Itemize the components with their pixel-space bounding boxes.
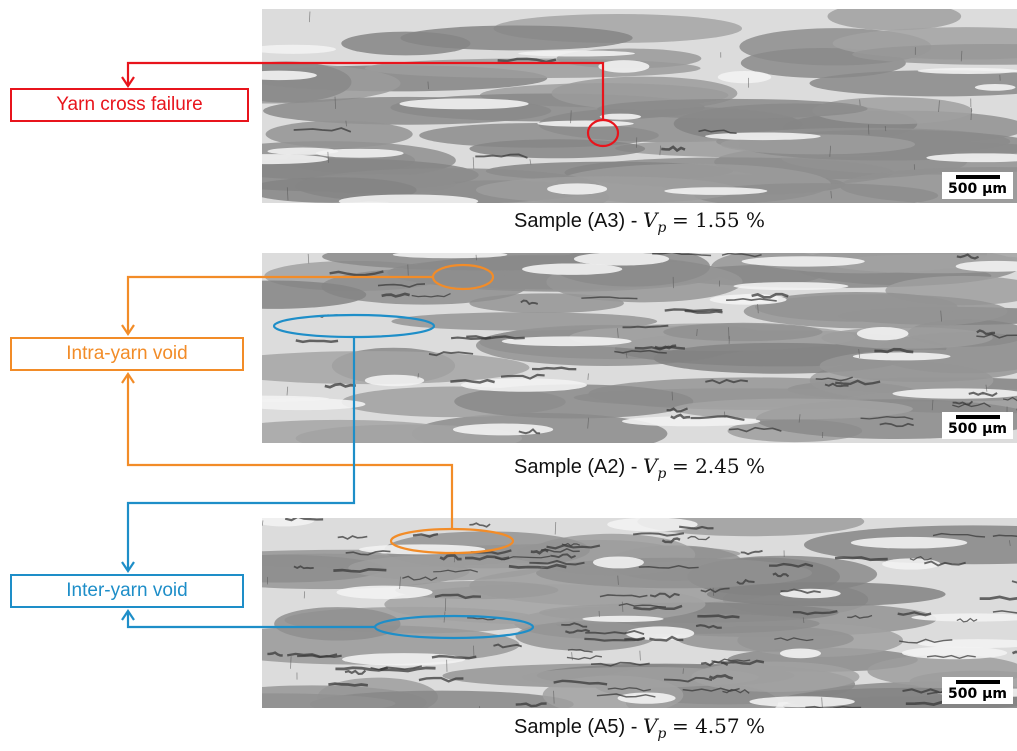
vp-symbol: V: [642, 714, 658, 738]
arrow-head: [121, 372, 135, 384]
vp-value: = 2.45 %: [671, 454, 765, 478]
label-text: Yarn cross failure: [56, 94, 203, 115]
vp-subscript: p: [657, 726, 667, 742]
scale-bar-label: 500 µm: [948, 421, 1007, 437]
arrow-head: [121, 561, 135, 573]
arrow-head: [121, 76, 135, 88]
scale-bar-line: [955, 680, 1000, 684]
micrograph-a3-texture: [262, 9, 1017, 203]
caption-a2: Sample (A2) - Vp = 2.45 %: [262, 454, 1017, 482]
label-text: Inter-yarn void: [66, 580, 188, 601]
label-inter-yarn-void: Inter-yarn void: [10, 574, 244, 608]
micrograph-a5: 500 µm: [262, 518, 1017, 708]
micrograph-a2-texture: [262, 253, 1017, 443]
scale-bar-label: 500 µm: [948, 686, 1007, 702]
caption-prefix: Sample (A5) -: [514, 716, 643, 738]
label-yarn-cross-failure: Yarn cross failure: [10, 88, 249, 122]
scale-bar-a2: 500 µm: [942, 412, 1013, 439]
caption-prefix: Sample (A3) -: [514, 210, 643, 232]
scale-bar-line: [955, 415, 1000, 419]
vp-symbol: V: [642, 454, 658, 478]
caption-prefix: Sample (A2) -: [514, 456, 643, 478]
scale-bar-label: 500 µm: [948, 181, 1007, 197]
scale-bar-a5: 500 µm: [942, 677, 1013, 704]
caption-a3: Sample (A3) - Vp = 1.55 %: [262, 208, 1017, 236]
micrograph-a2: 500 µm: [262, 253, 1017, 443]
scale-bar-a3: 500 µm: [942, 172, 1013, 199]
micrograph-a5-texture: [262, 518, 1017, 708]
vp-value: = 4.57 %: [671, 714, 765, 738]
label-intra-yarn-void: Intra-yarn void: [10, 337, 244, 371]
label-text: Intra-yarn void: [66, 343, 188, 364]
vp-subscript: p: [657, 220, 667, 236]
vp-subscript: p: [657, 466, 667, 482]
arrow-head: [121, 609, 135, 621]
caption-a5: Sample (A5) - Vp = 4.57 %: [262, 714, 1017, 742]
vp-value: = 1.55 %: [671, 208, 765, 232]
vp-symbol: V: [642, 208, 658, 232]
scale-bar-line: [955, 175, 1000, 179]
arrow-head: [121, 324, 135, 336]
micrograph-a3: 500 µm: [262, 9, 1017, 203]
